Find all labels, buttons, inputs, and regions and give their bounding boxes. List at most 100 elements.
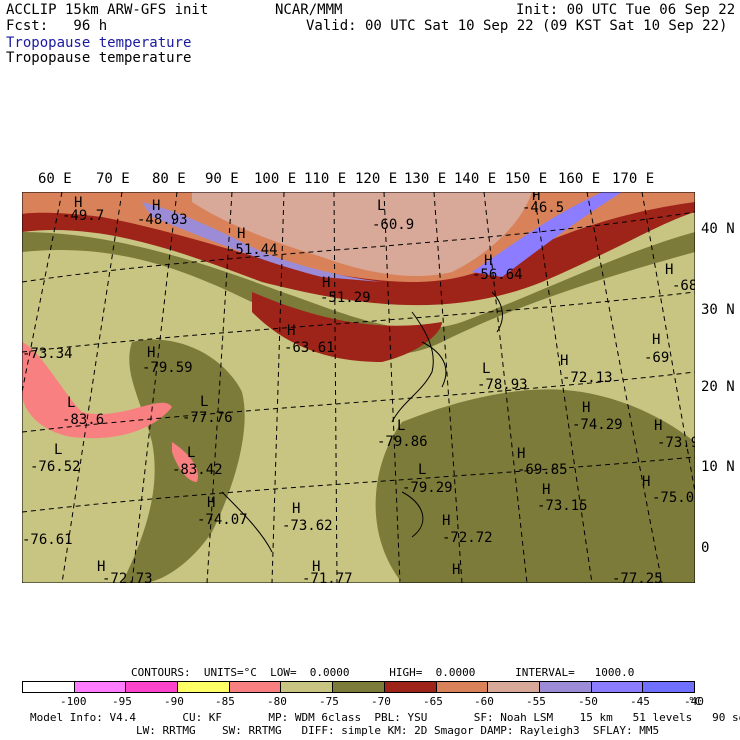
- header-forecast: Fcst: 96 h: [6, 18, 108, 34]
- map-label: -72.73: [102, 571, 153, 583]
- svg-text:H: H: [287, 323, 295, 339]
- lon-label: 90 E: [205, 171, 239, 187]
- map-label: -68: [672, 278, 695, 294]
- svg-text:H: H: [582, 400, 590, 416]
- lon-label: 70 E: [96, 171, 130, 187]
- svg-text:H: H: [207, 495, 215, 511]
- svg-text:H: H: [147, 345, 155, 361]
- map-label: -79.59: [142, 360, 193, 376]
- header-center: NCAR/MMM: [275, 2, 343, 18]
- lon-label: 80 E: [152, 171, 186, 187]
- map-label: -79.29: [402, 480, 453, 496]
- map-label: -75.09: [652, 490, 695, 506]
- lon-label: 160 E: [558, 171, 601, 187]
- map-label: -63.61: [284, 340, 335, 356]
- svg-text:H: H: [517, 446, 525, 462]
- legend-swatch: [436, 682, 489, 692]
- header-model: ACCLIP 15km ARW-GFS init: [6, 2, 209, 18]
- lat-label: 0: [701, 540, 710, 556]
- legend-tick: -95: [112, 695, 132, 708]
- svg-text:H: H: [560, 353, 568, 369]
- svg-text:H: H: [74, 195, 82, 211]
- map-label: -83.42: [172, 462, 223, 478]
- map-label: -60.9: [372, 217, 414, 233]
- legend-swatch: [384, 682, 437, 692]
- map-label: -77.25: [612, 571, 663, 583]
- legend-swatch: [74, 682, 127, 692]
- legend-tick: -85: [215, 695, 235, 708]
- lon-label: 110 E: [304, 171, 347, 187]
- legend-tick: -50: [578, 695, 598, 708]
- map-label: -56.64: [472, 267, 523, 283]
- legend-swatch: [488, 682, 540, 692]
- svg-text:L: L: [54, 442, 62, 458]
- map-label: -79.86: [377, 434, 428, 450]
- lon-label: 60 E: [38, 171, 72, 187]
- legend-swatch: [178, 682, 230, 692]
- map-label: -46.5: [522, 200, 564, 216]
- color-legend-bar: [22, 681, 695, 693]
- legend-tick: -75: [319, 695, 339, 708]
- svg-text:L: L: [377, 198, 385, 214]
- lat-label: 40 N: [701, 221, 735, 237]
- lat-label: 10 N: [701, 459, 735, 475]
- svg-text:H: H: [97, 559, 105, 575]
- legend-swatch: [539, 682, 592, 692]
- svg-text:L: L: [397, 418, 405, 434]
- legend-swatch: [333, 682, 385, 692]
- legend-tick: -45: [630, 695, 650, 708]
- field-title-2: Tropopause temperature: [6, 50, 192, 66]
- svg-text:L: L: [187, 445, 195, 461]
- map-label: -73.9: [657, 435, 695, 451]
- svg-text:H: H: [237, 226, 245, 242]
- legend-swatch: [229, 682, 282, 692]
- svg-text:H: H: [292, 501, 300, 517]
- svg-text:H: H: [152, 198, 160, 214]
- footer-physics-info: LW: RRTMG SW: RRTMG DIFF: simple KM: 2D …: [30, 724, 660, 737]
- legend-tick: -100: [60, 695, 87, 708]
- map-label: -69: [644, 350, 669, 366]
- svg-text:H: H: [452, 562, 460, 578]
- svg-text:L: L: [482, 361, 490, 377]
- footer-model-info: Model Info: V4.4 CU: KF MP: WDM 6class P…: [30, 711, 740, 724]
- lon-label: 130 E: [404, 171, 447, 187]
- svg-text:H: H: [312, 559, 320, 575]
- lon-label: 100 E: [254, 171, 297, 187]
- legend-swatch: [281, 682, 334, 692]
- legend-swatch: [591, 682, 644, 692]
- svg-text:L: L: [67, 395, 75, 411]
- lat-label: 30 N: [701, 302, 735, 318]
- legend-tick: -80: [267, 695, 287, 708]
- svg-text:H: H: [654, 418, 662, 434]
- map-label: -51.44: [227, 242, 278, 258]
- lon-label: 170 E: [612, 171, 655, 187]
- svg-text:L: L: [200, 394, 208, 410]
- tropopause-temperature-map: -49.7 -48.93 -60.9 -46.5 -51.44 -56.64 -…: [22, 192, 695, 583]
- svg-text:H: H: [642, 474, 650, 490]
- map-label: -76.61: [22, 532, 73, 548]
- header-valid: Valid: 00 UTC Sat 10 Sep 22 (09 KST Sat …: [306, 18, 728, 34]
- map-label: -73.34: [22, 346, 73, 362]
- map-label: -72.13: [562, 370, 613, 386]
- svg-text:L: L: [418, 462, 426, 478]
- lon-label: 150 E: [505, 171, 548, 187]
- legend-tick: -90: [164, 695, 184, 708]
- svg-text:H: H: [322, 275, 330, 291]
- map-label: -74.29: [572, 417, 623, 433]
- header-init: Init: 00 UTC Tue 06 Sep 22: [516, 2, 736, 18]
- legend-tick: -40: [684, 695, 704, 708]
- map-label: -77.76: [182, 410, 233, 426]
- svg-text:H: H: [652, 332, 660, 348]
- svg-text:H: H: [542, 482, 550, 498]
- map-label: -83.6: [62, 412, 104, 428]
- map-label: -71.77: [302, 571, 353, 583]
- map-label: -73.15: [537, 498, 588, 514]
- legend-swatch: [23, 682, 75, 692]
- svg-text:H: H: [484, 253, 492, 269]
- map-label: -78.93: [477, 377, 528, 393]
- map-label: -73.62: [282, 518, 333, 534]
- svg-text:H: H: [665, 262, 673, 278]
- legend-tick: -55: [526, 695, 546, 708]
- legend-swatch: [643, 682, 694, 692]
- map-label: -74.07: [197, 512, 248, 528]
